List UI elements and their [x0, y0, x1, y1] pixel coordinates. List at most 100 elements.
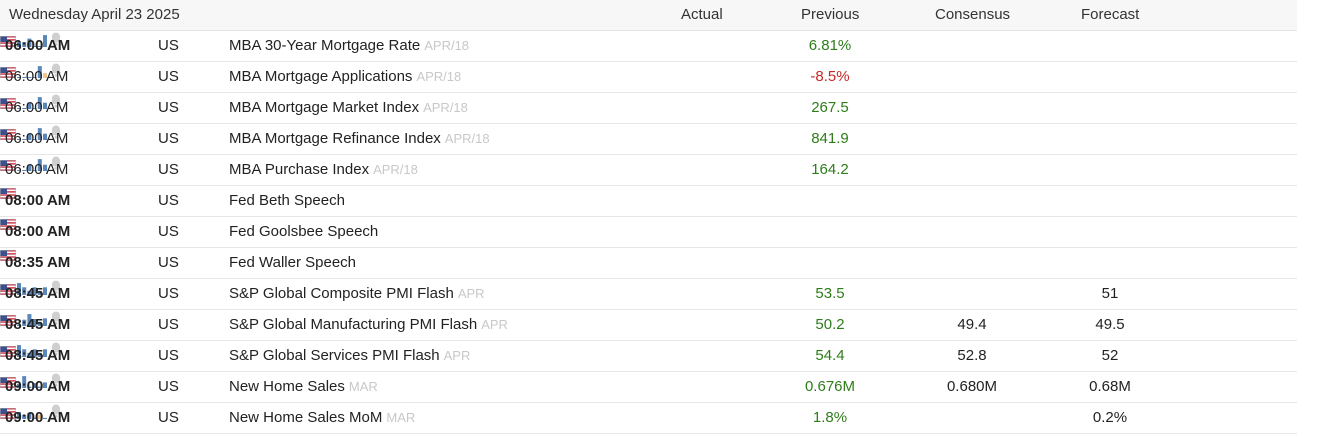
event-row[interactable]: 08:45 AM US S&P Global Composite PMI Flash…: [0, 279, 1297, 310]
event-name-link[interactable]: Fed Goolsbee Speech: [229, 223, 379, 240]
mini-chart-bar: [37, 321, 42, 326]
event-name-cell: S&P Global Composite PMI Flash APR: [229, 285, 485, 302]
bell-icon[interactable]: [48, 279, 64, 295]
event-row[interactable]: 08:45 AM US S&P Global Services PMI Flash A…: [0, 341, 1297, 372]
previous-value: -8.5%: [810, 68, 850, 85]
event-row[interactable]: 08:00 AM US Fed Beth Speech: [0, 186, 1297, 217]
mini-chart-icon[interactable]: [16, 124, 48, 140]
mini-chart-bar: [22, 287, 27, 295]
mini-chart-icon[interactable]: [16, 372, 48, 388]
previous-value: 1.8%: [812, 409, 848, 426]
event-time: 08:00 AM: [5, 223, 71, 240]
column-previous[interactable]: Previous: [801, 6, 860, 23]
event-row[interactable]: 09:00 AM US New Home Sales MAR 0.676M 0.680M 0…: [0, 372, 1297, 403]
event-name-link[interactable]: MBA Mortgage Refinance Index: [229, 130, 441, 147]
event-name-link[interactable]: MBA Mortgage Market Index: [229, 99, 420, 116]
calendar-header: Wednesday April 23 2025 Actual Previous …: [0, 0, 1297, 31]
mini-chart-bar: [27, 412, 32, 419]
mini-chart-icon[interactable]: [16, 341, 48, 357]
mini-chart-icon[interactable]: [16, 279, 48, 295]
mini-chart-bar: [43, 382, 47, 388]
event-name-link[interactable]: Fed Beth Speech: [229, 192, 345, 209]
us-flag-icon: [0, 36, 16, 47]
event-country: US: [158, 192, 179, 209]
bell-icon[interactable]: [48, 62, 64, 78]
event-country: US: [158, 316, 179, 333]
bell-icon[interactable]: [48, 124, 64, 140]
bell-icon[interactable]: [48, 403, 64, 419]
bell-icon[interactable]: [48, 93, 64, 109]
mini-chart-bar: [43, 133, 47, 140]
bell-icon[interactable]: [48, 310, 64, 326]
event-period: MAR: [348, 379, 378, 394]
bell-icon[interactable]: [48, 372, 64, 388]
event-name-link[interactable]: MBA Purchase Index: [229, 161, 370, 178]
event-row[interactable]: 06:00 AM US MBA Purchase Index APR/18 164.2: [0, 155, 1297, 186]
mini-chart-bar: [37, 414, 42, 419]
event-name-cell: MBA Mortgage Market Index APR/18: [229, 99, 468, 116]
event-name-link[interactable]: MBA 30-Year Mortgage Rate: [229, 37, 421, 54]
mini-chart-bar: [27, 164, 32, 171]
mini-chart-bar: [17, 42, 21, 47]
mini-chart-icon[interactable]: [16, 310, 48, 326]
mini-chart-bar: [27, 38, 32, 47]
mini-chart-bar: [17, 139, 21, 140]
event-name-cell: MBA 30-Year Mortgage Rate APR/18: [229, 37, 469, 54]
us-flag-icon: [0, 408, 16, 419]
mini-chart-bar: [43, 73, 47, 78]
column-forecast[interactable]: Forecast: [1081, 6, 1140, 23]
event-name-link[interactable]: New Home Sales: [229, 378, 345, 395]
previous-value: 0.676M: [804, 378, 856, 395]
event-name-link[interactable]: MBA Mortgage Applications: [229, 68, 413, 85]
event-period: APR: [457, 286, 485, 301]
mini-chart-icon[interactable]: [16, 403, 48, 419]
mini-chart-bar: [17, 345, 21, 357]
event-name-link[interactable]: S&P Global Composite PMI Flash: [229, 285, 454, 302]
event-row[interactable]: 08:35 AM US Fed Waller Speech: [0, 248, 1297, 279]
event-time: 08:00 AM: [5, 192, 71, 209]
mini-chart-bar: [43, 417, 47, 419]
mini-chart-icon[interactable]: [16, 31, 48, 47]
event-time: 06:00 AM: [5, 99, 69, 116]
event-row[interactable]: 06:00 AM US MBA 30-Year Mortgage Rate APR/1…: [0, 31, 1297, 62]
column-consensus[interactable]: Consensus: [935, 6, 1011, 23]
previous-value: 54.4: [815, 347, 845, 364]
bell-icon[interactable]: [48, 155, 64, 171]
event-row[interactable]: 06:00 AM US MBA Mortgage Applications APR/1…: [0, 62, 1297, 93]
mini-chart-bar: [32, 319, 37, 326]
event-name-link[interactable]: Fed Waller Speech: [229, 254, 357, 271]
mini-chart-bar: [32, 108, 37, 109]
bell-icon[interactable]: [48, 341, 64, 357]
mini-chart-bar: [37, 352, 42, 357]
event-name-cell: New Home Sales MoM MAR: [229, 409, 415, 426]
event-row[interactable]: 08:00 AM US Fed Goolsbee Speech: [0, 217, 1297, 248]
event-time: 09:00 AM: [5, 378, 71, 395]
event-period: APR: [481, 317, 508, 332]
us-flag-icon: [0, 377, 16, 388]
mini-chart-icon[interactable]: [16, 155, 48, 171]
mini-chart-icon[interactable]: [16, 62, 48, 78]
mini-chart-bar: [22, 319, 27, 326]
event-time: 09:00 AM: [5, 409, 71, 426]
mini-chart-bar: [43, 102, 47, 109]
event-row[interactable]: 09:00 AM US New Home Sales MoM MAR 1.8% 0.2%: [0, 403, 1297, 434]
event-row[interactable]: 06:00 AM US MBA Mortgage Refinance Index AP…: [0, 124, 1297, 155]
us-flag-icon: [0, 219, 16, 230]
bell-icon[interactable]: [48, 31, 64, 47]
mini-chart-bar: [43, 349, 47, 357]
mini-chart-bar: [37, 159, 42, 171]
mini-chart-bar: [17, 283, 21, 295]
event-list: 06:00 AM US MBA 30-Year Mortgage Rate APR/1…: [0, 31, 1297, 434]
event-period: APR/18: [424, 38, 470, 53]
event-row[interactable]: 08:45 AM US S&P Global Manufacturing PMI F…: [0, 310, 1297, 341]
event-row[interactable]: 06:00 AM US MBA Mortgage Market Index APR/1…: [0, 93, 1297, 124]
column-actual[interactable]: Actual: [681, 6, 723, 23]
mini-chart-bar: [27, 352, 32, 357]
event-name-link[interactable]: S&P Global Manufacturing PMI Flash: [229, 316, 478, 333]
mini-chart-icon[interactable]: [16, 93, 48, 109]
mini-chart-bar: [27, 386, 32, 388]
event-name-link[interactable]: S&P Global Services PMI Flash: [229, 347, 440, 364]
mini-chart-bar: [22, 77, 27, 78]
event-time: 08:45 AM: [5, 347, 71, 364]
event-name-link[interactable]: New Home Sales MoM: [229, 409, 383, 426]
